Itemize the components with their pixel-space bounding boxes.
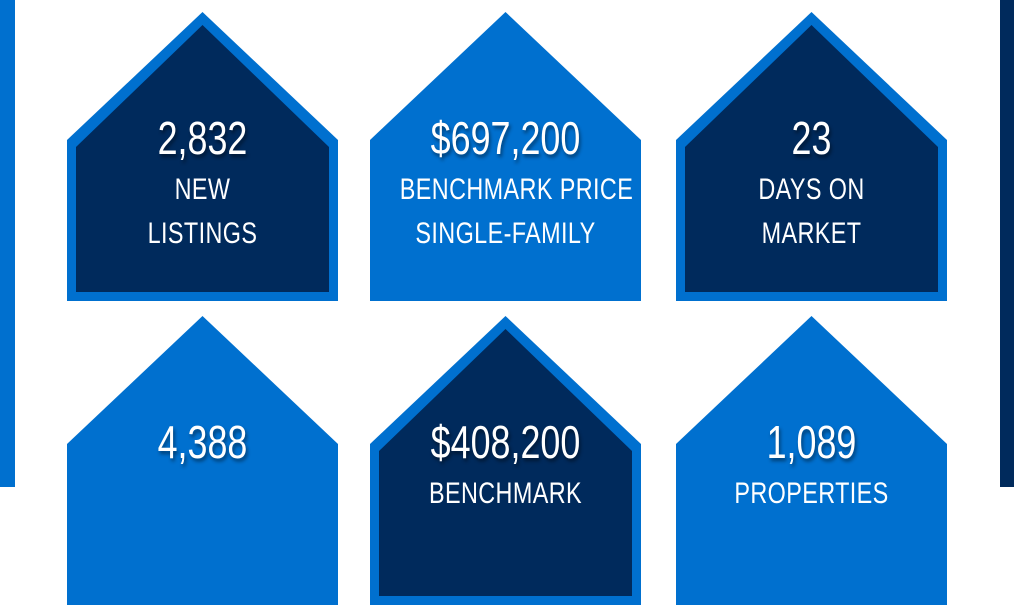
house-shape [370, 12, 641, 301]
frame-left [0, 0, 15, 487]
stat-value: 1,089 [766, 416, 857, 468]
stat-label-line2: SINGLE-FAMILY [415, 217, 596, 250]
stat-label-line1: PROPERTIES [734, 477, 889, 510]
house-shape [67, 12, 338, 301]
stat-label-line1: DAYS ON [758, 173, 865, 206]
stat-label-line1: NEW [174, 173, 231, 206]
frame-right [1000, 0, 1014, 487]
stat-house-3: 23 DAYS ON MARKET [676, 12, 947, 301]
stat-label-line1: BENCHMARK [428, 477, 583, 510]
stat-label-line2: LISTINGS [147, 217, 258, 250]
stat-value: 2,832 [157, 112, 248, 164]
stat-label-line2: MARKET [761, 217, 862, 250]
stat-value: $697,200 [430, 112, 581, 164]
stat-house-1: 2,832 NEW LISTINGS [67, 12, 338, 301]
house-inner [685, 25, 938, 292]
stat-value: 23 [791, 112, 832, 164]
house-shape [676, 12, 947, 301]
stat-value: $408,200 [430, 416, 581, 468]
stat-house-5: $408,200 BENCHMARK [370, 316, 641, 605]
stat-house-4: 4,388 [67, 316, 338, 605]
stat-value: 4,388 [157, 416, 248, 468]
stat-house-2: $697,200 BENCHMARK PRICE SINGLE-FAMILY [370, 12, 641, 301]
house-outline [370, 12, 641, 301]
house-inner [76, 25, 329, 292]
stat-house-6: 1,089 PROPERTIES [676, 316, 947, 605]
stat-label-line1: BENCHMARK PRICE [399, 173, 634, 206]
